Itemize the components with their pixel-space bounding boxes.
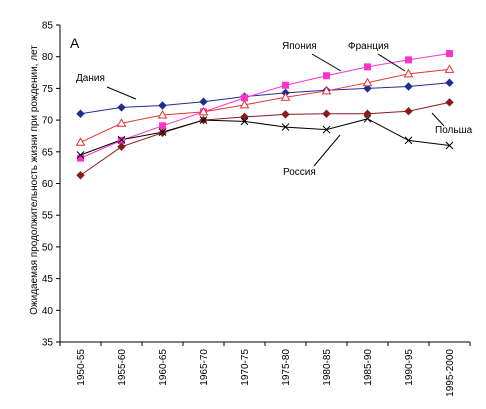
data-point xyxy=(323,72,330,80)
y-tick-label: 70 xyxy=(42,116,54,127)
annotation-leader-line xyxy=(431,112,445,127)
y-tick-label: 60 xyxy=(42,179,54,190)
x-tick-label: 1985-90 xyxy=(363,349,374,386)
x-tick-label: 1995-2000 xyxy=(445,349,456,397)
y-tick-label: 45 xyxy=(42,274,54,285)
annotation-label: Россия xyxy=(283,167,316,178)
x-tick-label: 1960-65 xyxy=(158,349,169,386)
annotation-label: Польша xyxy=(435,125,473,136)
data-point xyxy=(157,110,168,119)
axes: 35 40 45 50 55 60 65 70 75 80 85 1950-55 1955-60 1960… xyxy=(42,21,471,397)
y-tick-label: 80 xyxy=(42,52,54,63)
y-tick-label: 55 xyxy=(42,211,54,222)
x-tick-label: 1965-70 xyxy=(199,349,210,386)
data-point xyxy=(117,135,126,144)
series-line xyxy=(80,53,450,159)
data-point xyxy=(446,50,453,58)
data-point xyxy=(117,142,126,151)
data-point xyxy=(403,68,414,78)
data-point xyxy=(159,122,166,130)
y-tick-label: 35 xyxy=(42,338,54,349)
data-point xyxy=(364,63,371,71)
panel-label: А xyxy=(70,35,80,51)
data-point xyxy=(445,98,454,107)
data-point xyxy=(404,136,413,145)
data-point xyxy=(444,64,455,73)
series-line xyxy=(80,101,450,176)
annotation-label: Франция xyxy=(348,41,389,52)
data-point xyxy=(280,92,291,101)
data-point xyxy=(76,151,85,159)
data-point xyxy=(322,125,331,134)
data-point xyxy=(76,171,85,180)
x-tick-label: 1990-95 xyxy=(404,349,415,386)
y-axis-title: Ожидаемая продолжительность жизни при ро… xyxy=(29,45,40,315)
annotation-leader-line xyxy=(311,53,342,72)
data-point xyxy=(281,110,290,119)
y-tick-label: 50 xyxy=(42,242,54,253)
data-point xyxy=(282,81,289,89)
series-line xyxy=(80,82,450,115)
series-lines xyxy=(80,53,450,176)
x-tick-label: 1955-60 xyxy=(117,349,128,386)
y-tick-label: 85 xyxy=(42,21,54,32)
data-point xyxy=(199,116,208,124)
data-point xyxy=(240,112,249,122)
annotation-leader-line xyxy=(377,53,406,72)
y-tick-label: 65 xyxy=(42,147,54,158)
data-point xyxy=(158,101,167,110)
data-point xyxy=(117,103,126,112)
data-point xyxy=(158,128,167,136)
annotation-leader-line xyxy=(106,86,137,100)
x-tick-label: 1970-75 xyxy=(240,349,251,386)
data-point xyxy=(199,97,208,106)
annotation-leader-line xyxy=(313,134,341,167)
data-point xyxy=(362,77,373,87)
data-point xyxy=(404,82,413,91)
y-tick-label: 40 xyxy=(42,306,54,317)
data-point xyxy=(281,123,290,131)
data-point xyxy=(198,106,209,116)
y-tick-label: 75 xyxy=(42,84,54,95)
x-tick-label: 1950-55 xyxy=(76,349,87,386)
data-point xyxy=(322,109,331,118)
data-point xyxy=(76,109,85,118)
x-tick-label: 1980-85 xyxy=(322,349,333,386)
data-point xyxy=(363,109,372,118)
x-tick-label: 1975-80 xyxy=(281,349,292,386)
data-point xyxy=(321,85,332,95)
data-point xyxy=(240,117,249,126)
annotations: Япония Франция Дания Польша Россия xyxy=(76,41,473,178)
series-markers xyxy=(75,50,455,180)
data-point xyxy=(445,78,454,87)
annotation-label: Дания xyxy=(76,73,105,84)
data-point xyxy=(404,107,413,116)
data-point xyxy=(77,154,84,162)
data-point xyxy=(363,114,372,123)
data-point xyxy=(405,56,412,64)
data-point xyxy=(363,84,372,93)
data-point xyxy=(116,118,127,127)
series-line xyxy=(80,118,450,156)
data-point xyxy=(445,141,454,150)
annotation-label: Япония xyxy=(282,41,317,52)
data-point xyxy=(75,137,86,146)
series-line xyxy=(80,68,450,143)
data-point xyxy=(239,99,250,109)
